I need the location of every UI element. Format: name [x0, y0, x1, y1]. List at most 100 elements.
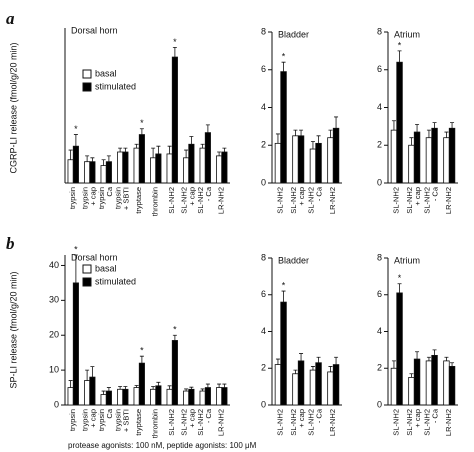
legend-swatch [82, 82, 92, 92]
x-tick-label: SL-NH2 [307, 187, 316, 214]
panel-label: a [6, 9, 15, 28]
error-bar [123, 147, 128, 152]
x-tick-label: SL-NH2 [307, 409, 316, 436]
legend-label: stimulated [95, 276, 136, 286]
bar [309, 148, 317, 184]
error-bar [391, 360, 396, 369]
chart-title: Atrium [394, 29, 420, 39]
x-tick-label: SL-NH2 [289, 409, 298, 436]
x-tick-label: trypsin [114, 187, 123, 209]
error-bar [134, 385, 139, 388]
bar [122, 388, 129, 406]
legend-label: basal [95, 68, 117, 78]
bar [315, 362, 322, 406]
error-bar [85, 369, 90, 381]
error-bar [184, 388, 189, 392]
bar [84, 380, 91, 406]
error-bar [281, 61, 286, 72]
error-bar [316, 135, 321, 144]
bar [89, 376, 96, 406]
bar [297, 360, 305, 406]
x-tick-label: - Ca [315, 408, 324, 423]
y-tick-label: 4 [377, 326, 382, 336]
error-bar [334, 116, 339, 129]
bar [448, 127, 456, 184]
x-tick-label: trypsin [114, 409, 123, 431]
chart-title: Atrium [394, 255, 420, 265]
y-tick-label: 40 [49, 260, 59, 270]
bar [221, 387, 228, 406]
error-bar [415, 124, 420, 133]
bar [274, 364, 282, 406]
bar [150, 157, 157, 184]
bar [413, 358, 421, 406]
error-bar [118, 147, 123, 152]
y-tick-label: 0 [261, 399, 266, 409]
y-tick-label: 4 [261, 326, 266, 336]
y-tick-label: 6 [261, 289, 266, 299]
error-bar [328, 366, 333, 372]
error-bar [167, 145, 172, 154]
x-tick-label: SL-NH2 [392, 187, 401, 214]
y-tick-label: 8 [377, 26, 382, 36]
x-tick-label: LR-NH2 [217, 187, 226, 214]
y-tick-label: 8 [261, 252, 266, 262]
bar [183, 390, 190, 406]
y-tick-label: 2 [377, 363, 382, 373]
error-bar [310, 366, 315, 371]
error-bar [73, 134, 78, 147]
error-bar [432, 122, 437, 129]
x-tick-label: SL-NH2 [196, 409, 205, 436]
y-tick-label: 6 [377, 64, 382, 74]
error-bar [391, 120, 396, 131]
error-bar [205, 124, 210, 133]
x-tick-label: tryptase [134, 187, 143, 214]
bar [166, 153, 173, 184]
bar [396, 61, 403, 184]
bar [448, 366, 456, 406]
x-tick-label: + cap [297, 409, 306, 428]
error-bar [156, 145, 161, 154]
bar [188, 388, 195, 406]
x-tick-label: thrombin [151, 187, 160, 216]
x-tick-label: SL-NH2 [423, 409, 432, 436]
x-tick-label: + SBTI [122, 409, 131, 432]
bar [425, 137, 433, 184]
y-tick-label: 30 [49, 295, 59, 305]
y-tick-label: 6 [261, 64, 266, 74]
error-bar [101, 159, 106, 166]
x-tick-label: SL-NH2 [276, 187, 285, 214]
bar [155, 385, 162, 406]
error-bar [189, 136, 194, 145]
error-bar [444, 131, 449, 138]
bar [297, 135, 305, 184]
bar [183, 157, 190, 184]
panel-label: b [6, 234, 15, 253]
x-tick-label: LR-NH2 [444, 187, 453, 214]
bar [89, 161, 96, 184]
bar [280, 71, 287, 184]
bar [117, 151, 124, 184]
bar [443, 360, 450, 406]
bar [84, 161, 91, 184]
error-bar [172, 46, 177, 58]
bar [199, 390, 206, 406]
y-tick-label: 0 [377, 177, 382, 187]
bar [204, 132, 211, 184]
error-bar [73, 254, 78, 283]
bar [138, 134, 145, 184]
error-bar [415, 351, 420, 360]
y-tick-label: 4 [261, 102, 266, 112]
x-tick-label: LR-NH2 [328, 187, 337, 214]
bar [315, 142, 322, 184]
error-bar [151, 147, 156, 158]
error-bar [217, 383, 222, 388]
bar [122, 151, 129, 184]
bar [390, 367, 398, 406]
bar [396, 292, 403, 406]
x-tick-label: + cap [413, 409, 422, 428]
error-bar [68, 149, 73, 160]
bar [171, 56, 178, 184]
error-bar [293, 129, 298, 136]
x-tick-label: + SBTI [122, 187, 131, 210]
